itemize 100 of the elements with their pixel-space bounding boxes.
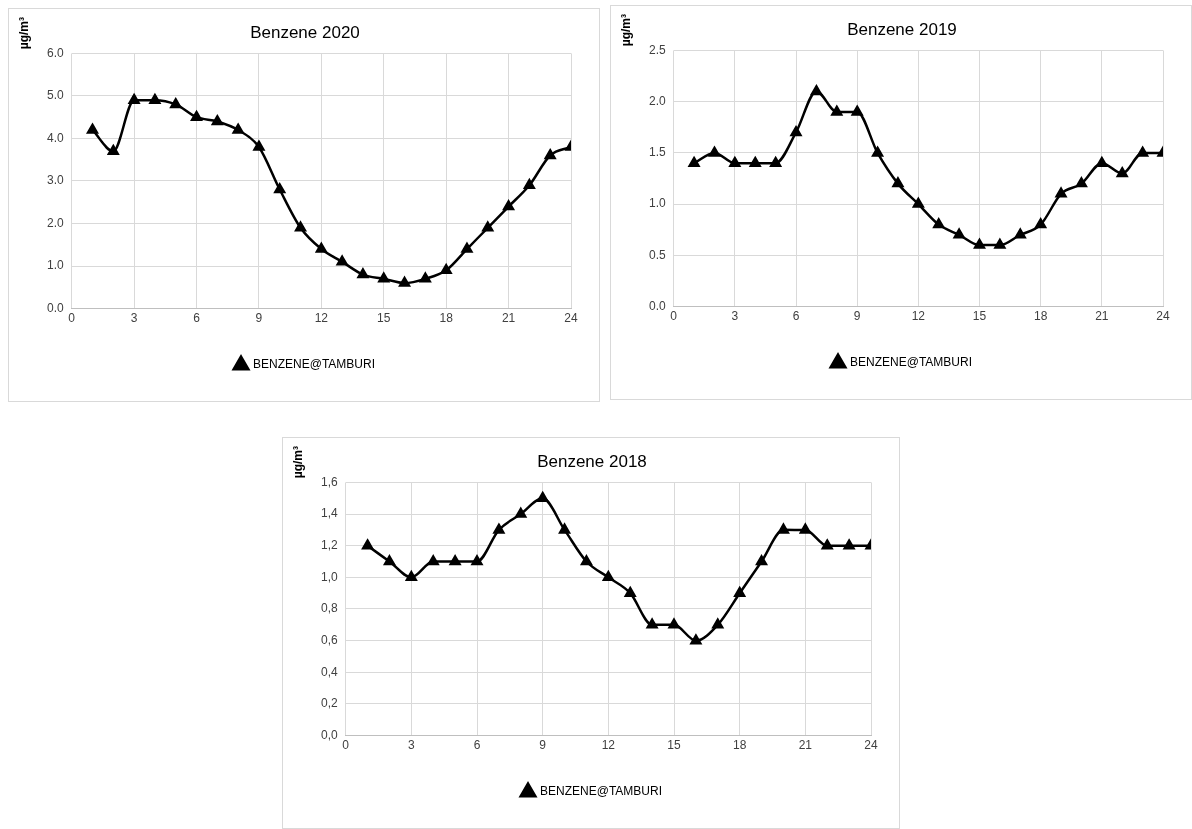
y-axis-title: µg/m³	[291, 446, 306, 479]
point	[383, 555, 396, 566]
point	[419, 272, 431, 283]
chart-title: Benzene 2018	[537, 451, 647, 471]
chart-title: Benzene 2019	[847, 19, 957, 39]
chart-title: Benzene 2020	[250, 22, 360, 42]
point	[688, 156, 700, 167]
point	[690, 634, 702, 645]
y-axis-title: µg/m³	[619, 14, 634, 47]
point	[831, 105, 843, 116]
point	[770, 156, 782, 167]
x-tick-label: 15	[972, 309, 987, 324]
point	[712, 618, 724, 629]
point	[810, 85, 822, 96]
x-tick-label: 21	[798, 738, 813, 753]
point	[357, 268, 369, 279]
point	[515, 507, 527, 518]
point	[503, 200, 515, 211]
y-tick-label: 0.0	[648, 298, 666, 313]
point	[1116, 167, 1128, 178]
point	[482, 221, 494, 232]
point	[851, 105, 863, 116]
x-tick-label: 0	[342, 738, 350, 753]
y-tick-label: 5.0	[46, 88, 64, 103]
x-tick-label: 18	[732, 738, 747, 753]
point	[170, 98, 182, 109]
point	[1014, 228, 1026, 239]
y-tick-label: 0,6	[320, 632, 338, 647]
point	[973, 238, 986, 249]
y-tick-label: 1,4	[320, 506, 338, 521]
point	[1035, 218, 1047, 229]
point	[86, 123, 99, 134]
point	[749, 156, 761, 167]
point	[755, 555, 768, 566]
point	[843, 539, 855, 550]
point	[646, 618, 658, 629]
y-tick-label: 2.5	[648, 42, 666, 57]
x-tick-label: 0	[68, 311, 76, 326]
point	[580, 555, 593, 566]
point	[107, 144, 119, 155]
x-tick-label: 9	[853, 309, 861, 324]
x-tick-label: 9	[539, 738, 547, 753]
x-tick-label: 6	[792, 309, 800, 324]
point	[232, 123, 244, 134]
point	[624, 586, 636, 597]
y-tick-label: 2.0	[46, 215, 64, 230]
point	[378, 272, 390, 283]
point	[544, 149, 556, 160]
y-tick-label: 6.0	[46, 45, 64, 60]
x-tick-label: 15	[667, 738, 681, 753]
y-tick-label: 4.0	[46, 130, 64, 145]
y-tick-label: 2.0	[648, 93, 666, 108]
point	[994, 238, 1006, 249]
point	[708, 146, 721, 157]
x-tick-label: 21	[501, 311, 516, 326]
y-tick-label: 0,0	[320, 727, 338, 742]
point	[729, 156, 741, 167]
legend-label: BENZENE@TAMBURI	[850, 355, 972, 370]
x-tick-label: 12	[911, 309, 926, 324]
x-tick-label: 18	[1033, 309, 1048, 324]
point	[294, 221, 307, 232]
point	[1096, 156, 1108, 167]
x-tick-label: 12	[314, 311, 329, 326]
y-tick-label: 1,0	[320, 569, 338, 584]
x-tick-label: 24	[564, 311, 578, 326]
point	[493, 523, 505, 534]
point	[790, 126, 802, 137]
point	[777, 523, 790, 534]
x-tick-label: 6	[473, 738, 481, 753]
point	[558, 523, 571, 534]
x-tick-label: 0	[670, 309, 678, 324]
point	[1137, 146, 1149, 157]
point	[892, 177, 904, 188]
point	[315, 242, 327, 253]
point	[912, 197, 924, 208]
y-tick-label: 0,4	[320, 664, 338, 679]
x-tick-label: 24	[864, 738, 878, 753]
y-tick-label: 1,6	[320, 474, 338, 489]
x-tick-label: 6	[193, 311, 201, 326]
point	[361, 539, 374, 550]
point	[871, 146, 884, 157]
point	[821, 539, 833, 550]
point	[734, 586, 746, 597]
point	[336, 255, 348, 266]
point	[668, 618, 680, 629]
x-tick-label: 15	[377, 311, 391, 326]
point	[211, 115, 223, 126]
y-tick-label: 0.0	[46, 300, 64, 315]
y-tick-label: 1,2	[320, 538, 338, 553]
y-axis-title: µg/m³	[17, 17, 32, 50]
x-tick-label: 24	[1156, 309, 1170, 324]
x-tick-label: 3	[408, 738, 415, 753]
y-tick-label: 0,2	[320, 696, 338, 711]
point	[537, 491, 549, 502]
point	[253, 140, 265, 151]
y-tick-label: 1.5	[648, 145, 666, 160]
y-tick-label: 0,8	[320, 601, 338, 616]
point	[190, 110, 203, 121]
point	[427, 555, 439, 566]
point	[1075, 177, 1088, 188]
